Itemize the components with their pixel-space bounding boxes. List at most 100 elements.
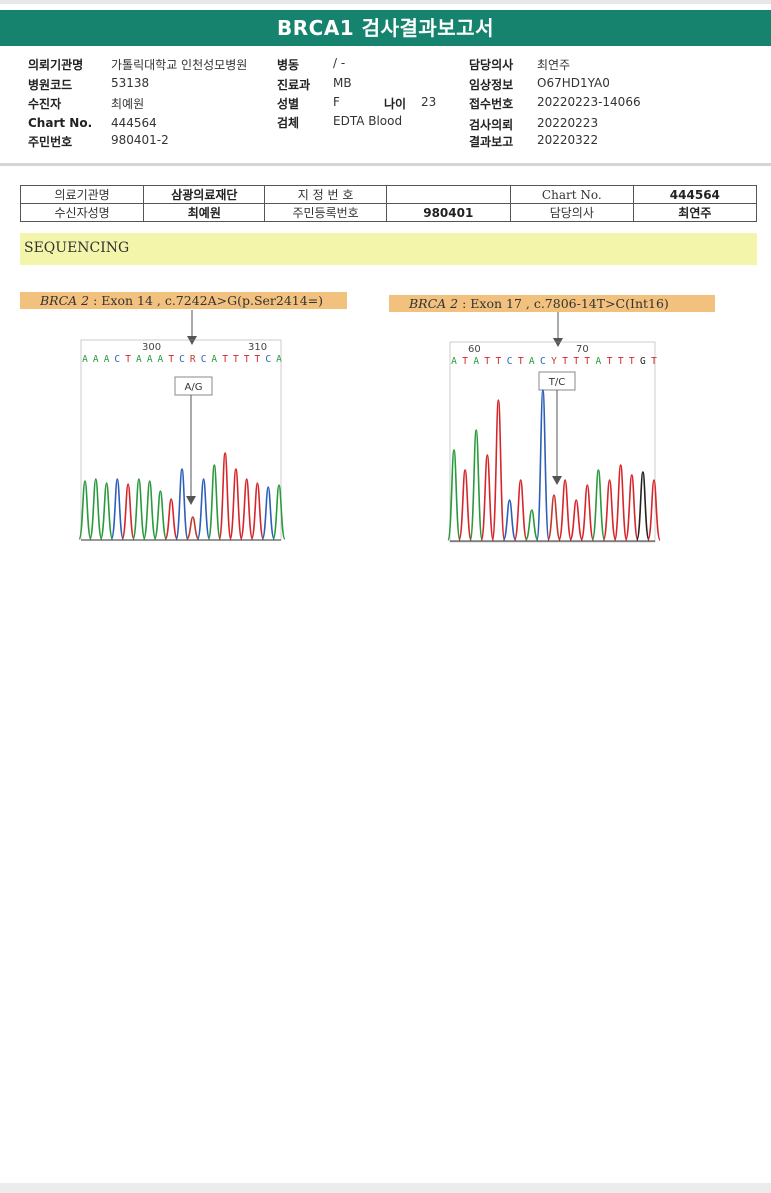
base-letter: T <box>244 354 250 365</box>
arrow-1 <box>187 336 197 345</box>
base-letter: T <box>233 354 239 365</box>
institution-label: 의뢰기관명 <box>28 58 84 72</box>
peak <box>624 474 639 541</box>
chrom-frame-1 <box>80 339 282 541</box>
variant-label-2: BRCA 2 : Exon 17 , c.7806-14T>C(Int16) <box>389 295 715 312</box>
base-letter: T <box>651 356 657 367</box>
info-v2 <box>385 185 511 204</box>
clinical-label: 임상정보 <box>469 78 514 92</box>
peak <box>547 494 561 541</box>
report-label: 결과보고 <box>469 135 514 149</box>
peak <box>513 479 528 541</box>
base-letter: T <box>168 354 174 365</box>
doctor-label: 담당의사 <box>469 58 514 72</box>
base-letter: A <box>211 354 217 365</box>
base-letter: C <box>265 354 271 365</box>
hospcode-label: 병원코드 <box>28 78 73 92</box>
info-v3: 444564 <box>632 185 758 204</box>
peak <box>239 478 254 540</box>
header-info: 의뢰기관명 가톨릭대학교 인천성모병원 병원코드 53138 수진자 최예원 C… <box>0 0 771 160</box>
base-letter: C <box>179 354 185 365</box>
base-letter: T <box>222 354 228 365</box>
footer-bar <box>0 1183 771 1193</box>
base-letter: R <box>190 354 196 365</box>
age-label: 나이 <box>384 97 407 111</box>
base-letter: T <box>573 356 579 367</box>
base-letter: T <box>255 354 261 365</box>
sequencing-section-bar: SEQUENCING <box>20 233 757 265</box>
specimen-label: 검체 <box>277 116 300 130</box>
peak <box>196 478 211 540</box>
base-letter: T <box>618 356 624 367</box>
hospcode-value: 53138 <box>111 76 150 90</box>
top-border <box>0 0 771 4</box>
peaks-1 <box>78 452 286 540</box>
peak <box>558 479 572 541</box>
base-letter: G <box>640 356 646 367</box>
peak <box>229 468 243 540</box>
request-label: 검사의뢰 <box>469 118 514 132</box>
info-table: 의료기관명 삼광의료재단 지 정 번 호 Chart No. 444564 수신… <box>19 185 758 222</box>
report-value: 20220322 <box>537 133 599 147</box>
dept-value: MB <box>333 76 352 90</box>
base-letter: A <box>451 356 457 367</box>
base-letter: C <box>114 354 120 365</box>
pos-b-1: 310 <box>248 342 267 353</box>
peak <box>186 516 200 540</box>
info-h3: Chart No. <box>509 185 634 204</box>
base-letter: A <box>473 356 479 367</box>
base-letter: T <box>562 356 568 367</box>
base-letter: T <box>125 354 131 365</box>
peak <box>153 490 168 540</box>
rrn-label: 주민번호 <box>28 135 73 149</box>
base-letter: A <box>82 354 88 365</box>
info-v4: 최예원 <box>143 203 266 222</box>
call-text-2: T/C <box>548 377 565 388</box>
chart-value: 444564 <box>111 116 157 130</box>
peak <box>580 484 595 541</box>
base-letter: A <box>93 354 99 365</box>
peak <box>480 454 495 541</box>
peak <box>110 478 125 540</box>
dept-label: 진료과 <box>277 78 311 92</box>
peak <box>569 499 584 541</box>
ward-label: 병동 <box>277 58 300 72</box>
request-value: 20220223 <box>537 116 599 130</box>
variant-desc-2: : Exon 17 , c.7806-14T>C(Int16) <box>458 296 669 311</box>
report-title: BRCA1 검사결과보고서 <box>0 10 771 46</box>
peak <box>142 480 157 540</box>
variant-gene-2: BRCA 2 <box>409 296 459 311</box>
base-letter: T <box>584 356 590 367</box>
base-letter: C <box>540 356 546 367</box>
base-letter: A <box>158 354 164 365</box>
receiver-value: 최예원 <box>111 97 145 111</box>
base-letter: C <box>201 354 207 365</box>
base-letter: T <box>629 356 635 367</box>
peak <box>218 452 232 540</box>
peak <box>207 464 222 540</box>
base-letter: A <box>276 354 282 365</box>
peak <box>491 399 506 541</box>
base-letter: Y <box>551 356 557 367</box>
chrom-frame-2 <box>449 341 656 543</box>
receipt-value: 20220223-14066 <box>537 95 641 109</box>
clinical-value: O67HD1YA0 <box>537 76 610 90</box>
peak <box>536 389 550 541</box>
peak <box>78 480 92 540</box>
peak <box>524 509 539 541</box>
pos-a-1: 300 <box>142 342 161 353</box>
base-letter: T <box>462 356 468 367</box>
info-h4: 수신자성명 <box>19 203 145 222</box>
peak <box>602 479 617 541</box>
base-letter: A <box>596 356 602 367</box>
info-h5: 주민등록번호 <box>264 203 387 222</box>
peak <box>591 469 606 541</box>
peak <box>99 482 114 540</box>
base-letter: A <box>104 354 110 365</box>
header-separator <box>0 163 771 166</box>
peak <box>469 429 484 541</box>
